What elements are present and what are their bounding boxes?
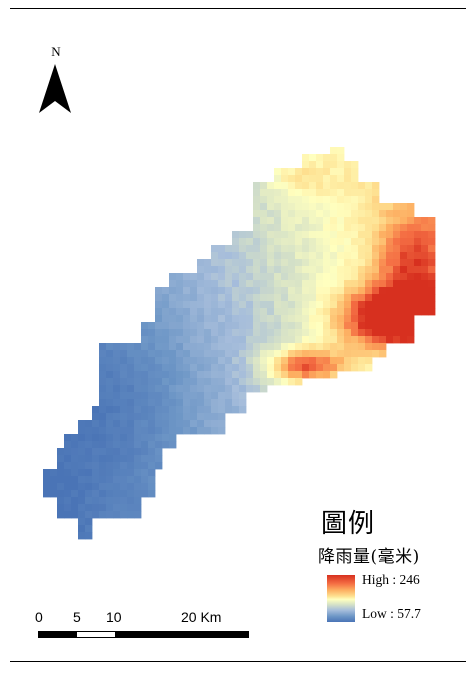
scale-label-20km: 20 Km — [181, 609, 222, 625]
top-border-line — [10, 8, 466, 9]
scale-segment-1 — [39, 632, 77, 637]
bottom-border-line — [10, 661, 466, 662]
rainfall-raster — [43, 147, 436, 540]
legend-low-label: Low : 57.7 — [362, 606, 421, 621]
scale-segment-3 — [115, 632, 248, 637]
scale-bar — [38, 631, 249, 638]
scale-label-5: 5 — [73, 609, 81, 625]
legend-color-ramp — [327, 575, 355, 622]
scale-segment-2 — [77, 632, 115, 637]
legend-title: 圖例 — [321, 509, 376, 539]
legend-subtitle: 降雨量(毫米) — [318, 547, 420, 567]
north-label: N — [51, 44, 61, 59]
north-arrow-icon — [39, 64, 71, 113]
scale-label-10: 10 — [106, 609, 122, 625]
legend-high-label: High : 246 — [362, 572, 420, 587]
scale-label-0: 0 — [35, 609, 43, 625]
